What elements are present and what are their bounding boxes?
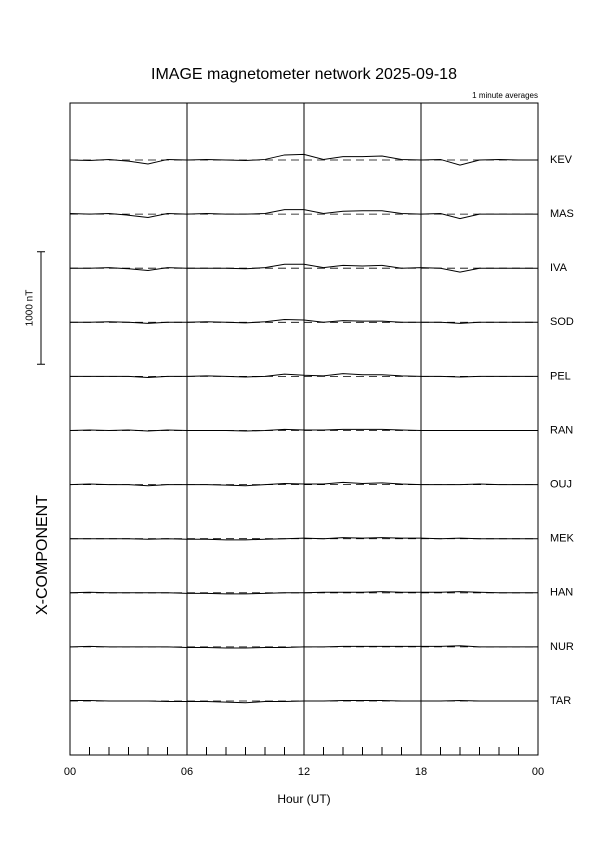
station-label: RAN — [550, 424, 573, 436]
station-label: IVA — [550, 262, 568, 274]
station-label: NUR — [550, 641, 574, 653]
station-label: SOD — [550, 316, 574, 328]
component-label: X-COMPONENT — [34, 495, 51, 615]
x-tick-label: 00 — [532, 766, 544, 778]
trace — [70, 537, 538, 541]
scale-bar-label: 1000 nT — [25, 290, 36, 327]
trace — [70, 373, 538, 379]
station-label: PEL — [550, 370, 571, 382]
trace — [69, 591, 538, 595]
trace — [69, 153, 538, 166]
chart-subtitle: 1 minute averages — [472, 91, 538, 100]
trace — [69, 209, 538, 220]
station-label: HAN — [550, 587, 573, 599]
trace — [69, 481, 538, 487]
station-label: KEV — [550, 154, 573, 166]
x-tick-label: 00 — [64, 766, 76, 778]
station-label: MAS — [550, 208, 574, 220]
station-label: TAR — [550, 695, 571, 707]
trace — [70, 318, 538, 324]
x-tick-label: 18 — [415, 766, 427, 778]
station-label: MEK — [550, 533, 575, 545]
trace — [69, 428, 538, 432]
x-tick-label: 12 — [298, 766, 310, 778]
trace — [70, 263, 538, 273]
chart-title: IMAGE magnetometer network 2025-09-18 — [151, 66, 457, 83]
trace — [69, 645, 538, 649]
x-tick-label: 06 — [181, 766, 193, 778]
trace — [70, 699, 538, 704]
x-axis-label: Hour (UT) — [277, 792, 330, 806]
station-label: OUJ — [550, 479, 572, 491]
